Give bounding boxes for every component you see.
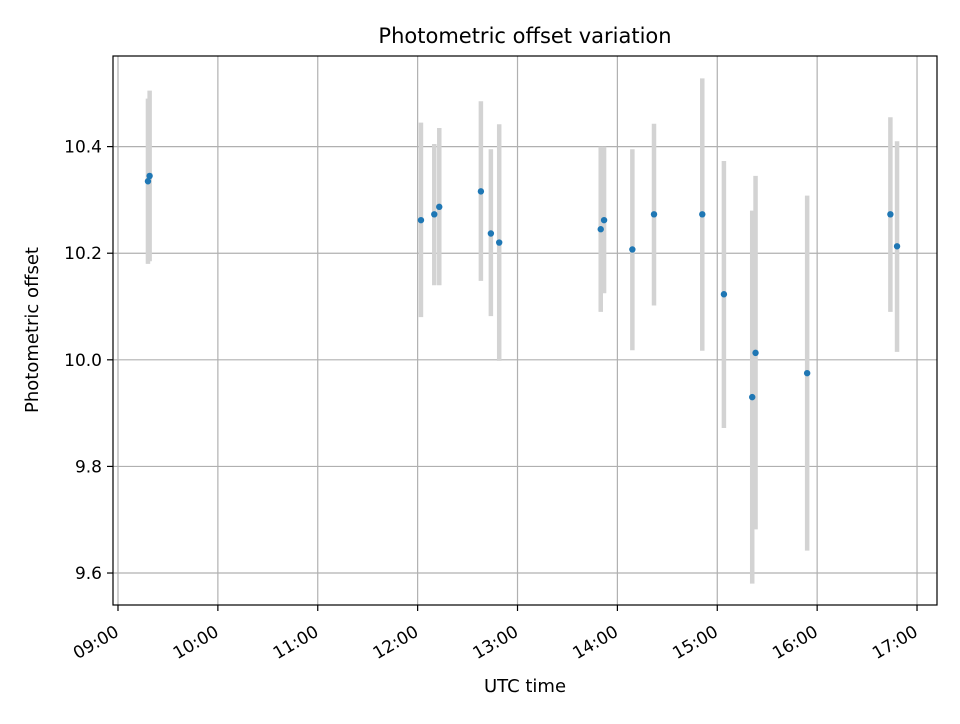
plot-frame [112, 55, 938, 606]
y-tick-label: 9.8 [75, 457, 102, 477]
data-point [650, 211, 658, 218]
y-tick-label: 10.0 [64, 351, 102, 371]
data-point [597, 226, 604, 233]
chart-title: Photometric offset variation [378, 24, 671, 48]
data-point [495, 239, 503, 246]
data-points [144, 172, 901, 401]
data-point [600, 216, 608, 224]
y-tick-label: 10.4 [64, 138, 102, 158]
data-point [893, 243, 901, 250]
x-axis-label: UTC time [484, 676, 566, 697]
data-point [477, 188, 485, 195]
y-axis-ticks: 9.6 9.8 10.0 10.2 10.4 [64, 138, 113, 584]
data-point [629, 246, 636, 253]
data-point [699, 211, 706, 218]
data-point [752, 349, 759, 357]
y-axis-label: Photometric offset [22, 247, 43, 413]
data-point [887, 211, 894, 218]
data-point [146, 172, 153, 180]
data-point [803, 369, 811, 377]
y-tick-label: 9.6 [75, 564, 102, 584]
grid-lines [113, 56, 937, 605]
data-point [417, 216, 425, 224]
data-point [436, 203, 443, 211]
data-point [720, 291, 728, 298]
y-tick-label: 10.2 [64, 244, 102, 264]
data-point [431, 211, 438, 218]
data-point [749, 393, 756, 401]
data-point [144, 178, 152, 185]
data-point [487, 230, 495, 237]
